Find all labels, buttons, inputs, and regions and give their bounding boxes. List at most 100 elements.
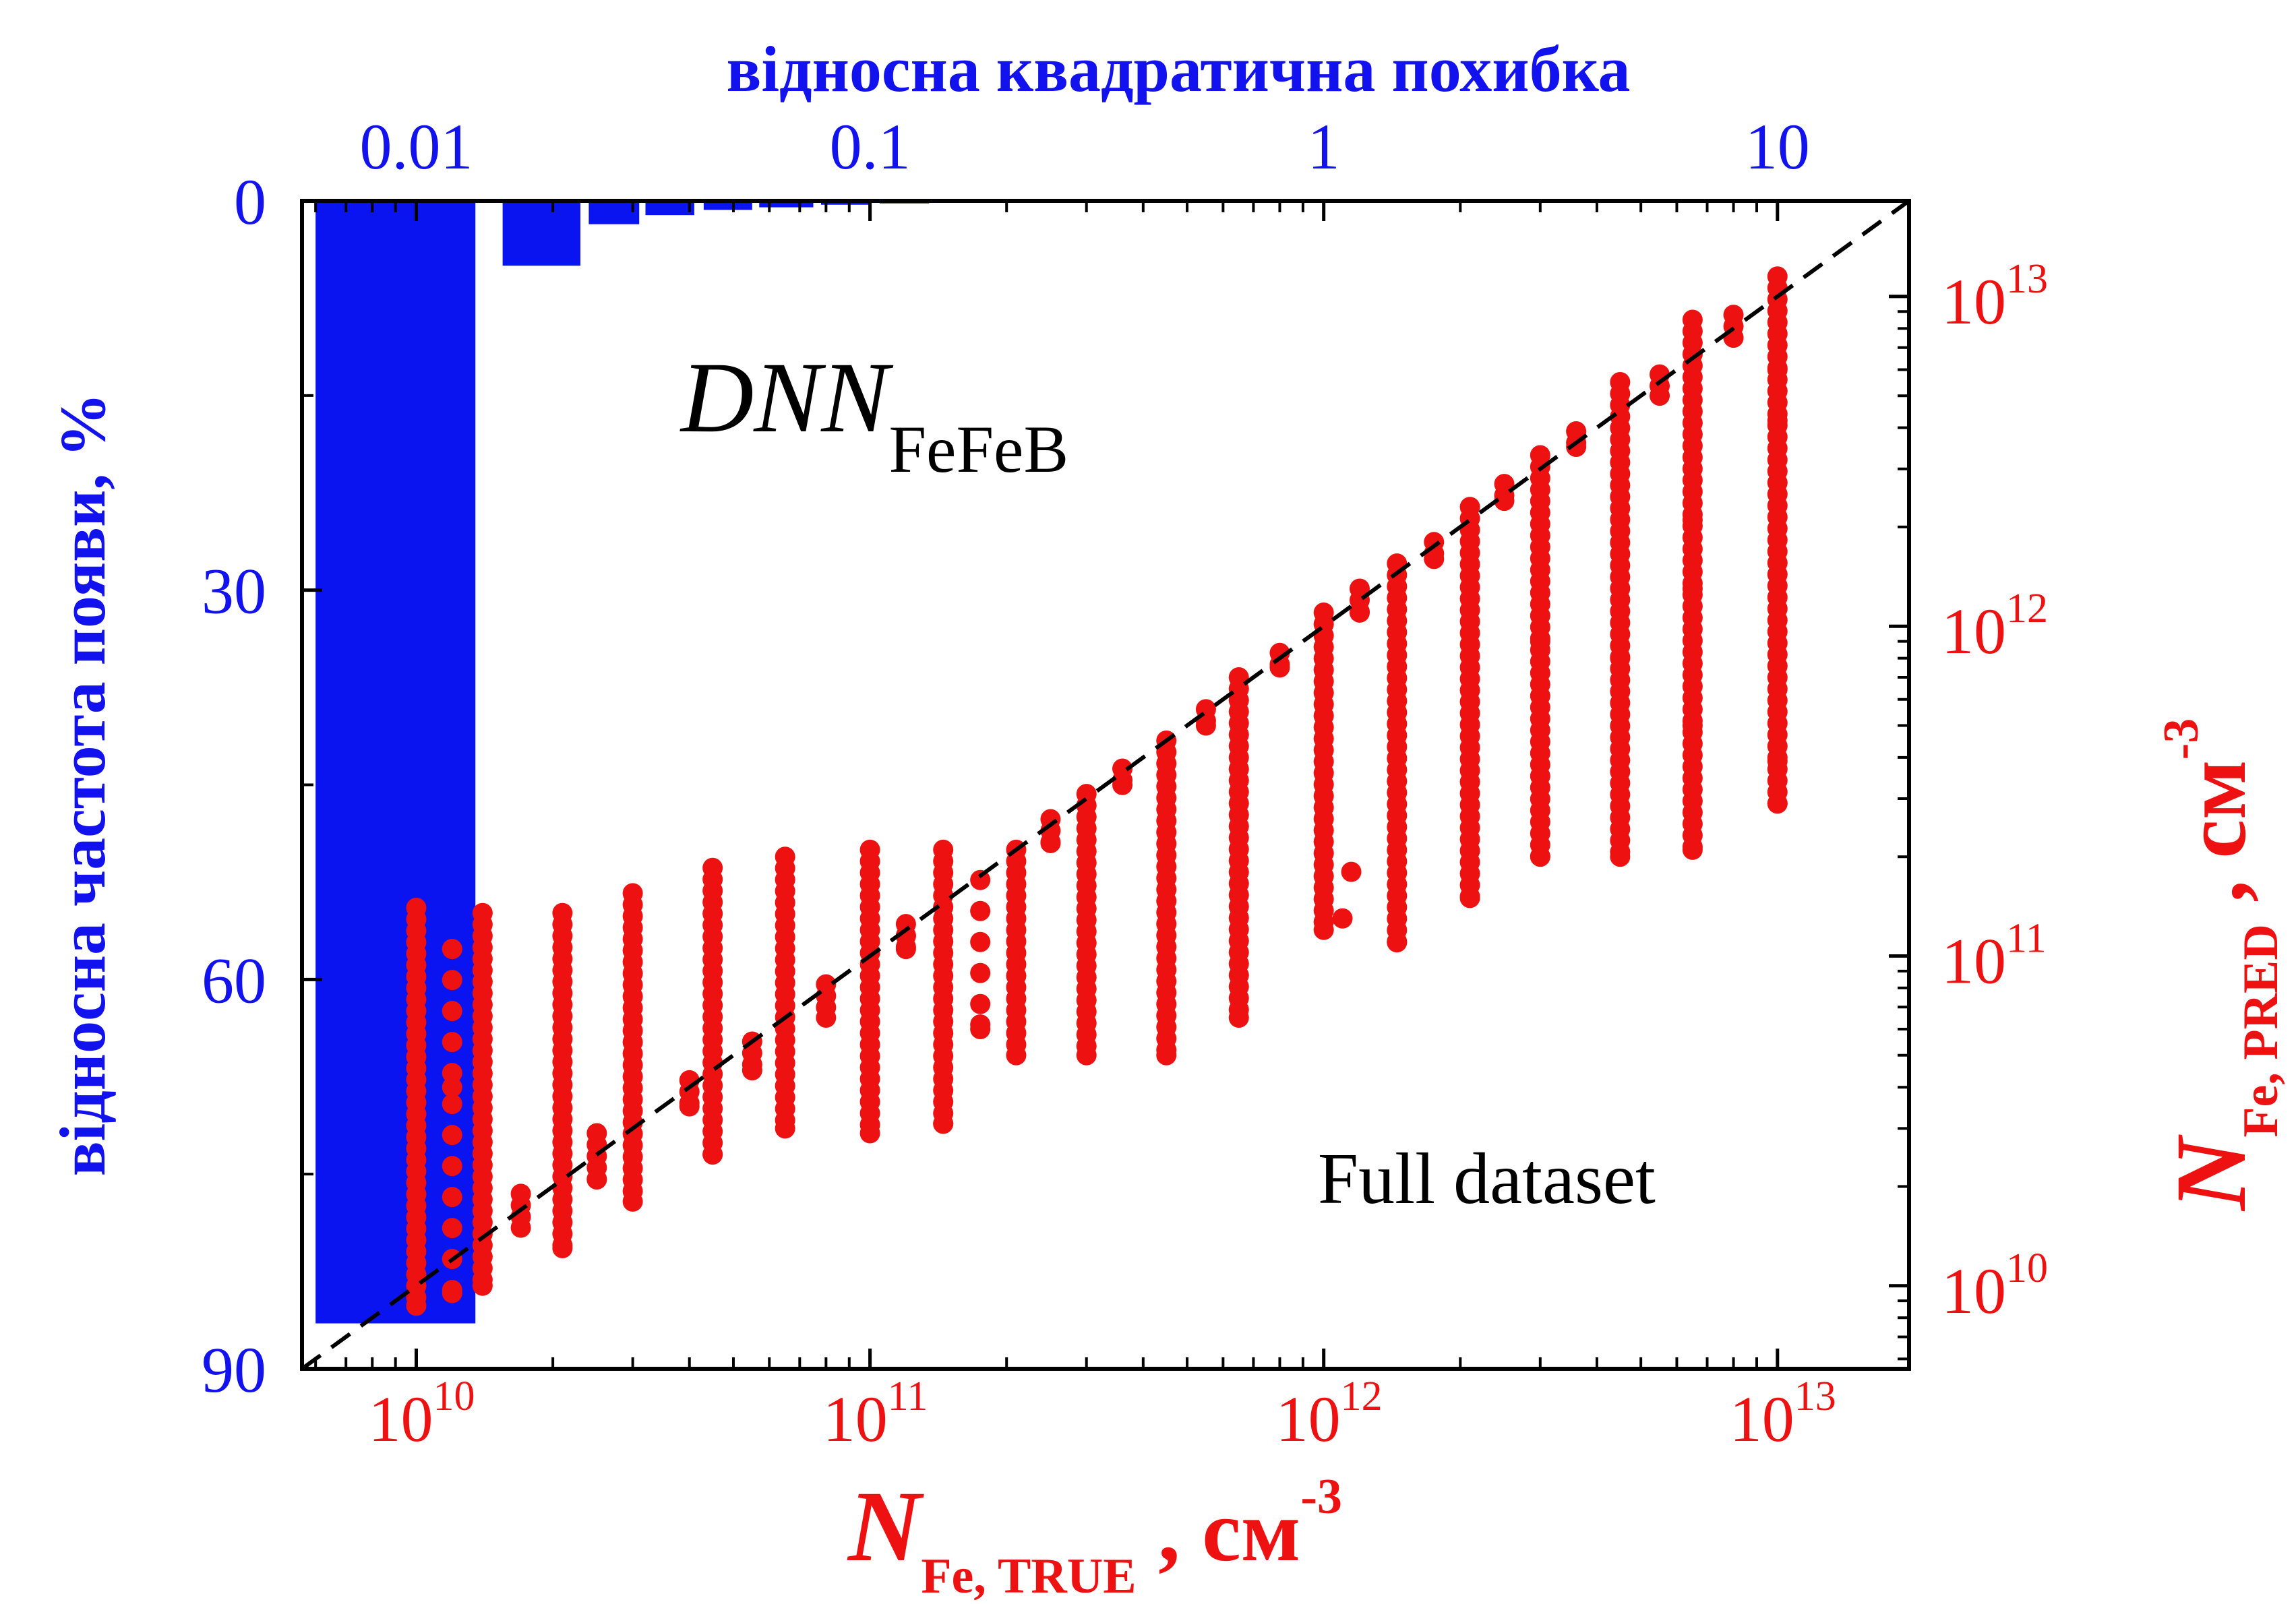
top-axis-tick-label: 0.01 [359,111,473,183]
model-annotation: DNNFeFeB [679,342,1068,487]
scatter-point [1341,861,1362,882]
histogram-bar [645,201,694,216]
reference-line-layer [302,201,1909,1369]
left-axis-tick-label: 60 [202,944,266,1016]
scatter-point [1494,491,1515,512]
histogram-bar [759,201,814,208]
scatter-point [442,1063,462,1084]
scatter-point [1424,549,1445,569]
scatter-point [859,1123,880,1144]
scatter-point [1195,715,1216,736]
scatter-point [895,925,916,946]
scatter-point [510,1217,531,1238]
scatter-point [1682,839,1703,860]
scatter-point [1349,602,1370,623]
scatter-point [742,1060,762,1081]
scatter-point [442,1125,462,1146]
scatter-point [442,970,462,991]
scatter-point [970,1014,991,1035]
scatter-point [1112,774,1133,795]
scatter-point [472,1275,493,1296]
scatter-point [442,1001,462,1022]
bottom-axis-subscript: Fe, TRUE [921,1549,1136,1604]
scatter-point [442,1218,462,1239]
scatter-point [1767,359,1788,380]
scatter-point [970,993,991,1014]
scatter-point [1530,846,1550,867]
histogram-bar [703,201,752,210]
histogram-bar [502,201,580,266]
scatter-point [442,1032,462,1053]
bottom-axis-unit-exponent: -3 [1300,1469,1342,1524]
right-axis-tick-label: 1012 [1941,586,2048,667]
scatter-point [1076,1045,1097,1066]
scatter-point [552,1238,573,1259]
scatter-point [970,962,991,983]
right-axis-subscript: Fe, PRED [2233,924,2289,1138]
scatter-point [1156,1045,1177,1066]
right-axis-unit-exponent: -3 [2154,718,2209,760]
right-axis-comma: , [2167,859,2264,925]
top-axis-tick-label: 1 [1308,111,1340,183]
model-name: DNN [679,342,893,454]
scatter-point [1682,715,1703,736]
scatter-point [775,1118,795,1139]
scatter-point [442,1094,462,1115]
scatter-point [1767,751,1788,772]
bottom-axis-tick-label: 1011 [823,1374,928,1455]
scatter-point [1682,578,1703,599]
scatter-point [1228,1008,1249,1028]
right-axis-symbol: N [2155,1134,2267,1212]
scatter-point [933,1113,954,1134]
bottom-axis-symbol: N [847,1471,924,1582]
dataset-annotation: Full dataset [1318,1139,1656,1219]
histogram-layer [315,201,986,1324]
bottom-axis-title: NFe, TRUE , см-3 [847,1469,1342,1604]
scatter-point [1650,385,1670,406]
right-axis-tick-label: 1011 [1941,915,2047,997]
scatter-point [622,1191,643,1212]
scatter-point [970,900,991,921]
bottom-axis-tick-label: 1012 [1276,1374,1383,1455]
reference-line [302,201,1909,1369]
scatter-point [970,869,991,890]
scatter-point [406,1295,427,1316]
scatter-point [1566,436,1587,457]
scatter-point [1313,919,1334,940]
scatter-point [442,939,462,960]
scatter-point [1682,510,1703,530]
histogram-bar [315,201,476,1324]
scatter-point [1387,932,1408,953]
scatter-point [1767,793,1788,814]
scatter-point [1006,1045,1027,1066]
bottom-axis-unit: см [1202,1483,1300,1580]
scatter-point [1610,846,1631,867]
left-axis-tick-label: 0 [234,166,266,238]
scatter-point [1459,888,1480,908]
scatter-point [1332,908,1353,929]
bottom-axis-tick-label: 1010 [368,1374,475,1455]
scatter-point [1040,832,1061,853]
left-axis-tick-label: 30 [202,555,266,627]
scatter-point [816,1008,837,1028]
top-axis-tick-label: 10 [1745,111,1810,183]
scatter-point [442,1077,462,1098]
bottom-axis-tick-label: 1013 [1730,1374,1836,1455]
top-axis-tick-label: 0.1 [830,111,911,183]
scatter-point [679,1096,700,1117]
bottom-axis-comma: , [1137,1483,1203,1580]
right-axis-unit: см [2167,760,2264,858]
scatter-point [702,1144,723,1165]
scatter-point [970,931,991,952]
scatter-layer [406,266,1788,1316]
left-axis-tick-label: 90 [202,1334,266,1406]
right-axis-title: NFe, PRED , см-3 [2154,718,2289,1212]
scatter-point [442,1156,462,1177]
top-axis-title: відносна квадратична похибка [727,33,1631,105]
right-axis-tick-label: 1013 [1941,256,2048,338]
scatter-point [586,1169,607,1190]
left-axis-title: відносна частота появи, % [47,393,119,1177]
scatter-point [1767,410,1788,431]
